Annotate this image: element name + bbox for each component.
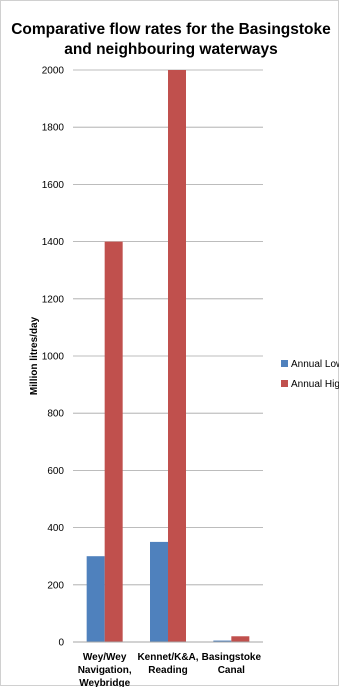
bar-annual-low — [213, 640, 232, 642]
chart-title-line: and neighbouring waterways — [64, 41, 278, 58]
x-category-label: Basingstoke — [202, 652, 262, 663]
y-tick-label: 1800 — [42, 123, 65, 134]
legend-label: Annual High — [291, 379, 339, 390]
x-category-label: Navigation, — [78, 665, 132, 676]
y-tick-label: 800 — [47, 409, 64, 420]
y-tick-label: 400 — [47, 523, 64, 534]
legend-swatch — [281, 360, 288, 367]
bar-annual-low — [86, 556, 105, 642]
x-category-label: Canal — [218, 665, 245, 676]
x-category-label: Weybridge — [79, 678, 130, 687]
y-tick-label: 1000 — [42, 352, 65, 363]
bar-annual-high — [104, 241, 123, 642]
y-axis-ticks: 0 200 400 600 800 1000 1200 1400 1600 1800 2000 — [42, 66, 65, 649]
y-tick-label: 600 — [47, 466, 64, 477]
x-category-label: Kennet/K&A, — [137, 652, 198, 663]
legend-swatch — [281, 380, 288, 387]
chart-title: Comparative flow rates for the Basingsto… — [11, 21, 331, 58]
y-tick-label: 0 — [58, 638, 64, 649]
y-tick-label: 1600 — [42, 180, 65, 191]
bar-annual-high — [231, 636, 250, 642]
y-tick-label: 1400 — [42, 237, 65, 248]
x-category-label: Wey/Wey — [83, 652, 127, 663]
y-tick-label: 200 — [47, 580, 64, 591]
y-axis-label: Million litres/day — [29, 316, 40, 395]
x-category-label: Reading — [148, 665, 187, 676]
bar-annual-low — [150, 541, 168, 642]
legend-label: Annual Low — [291, 359, 339, 370]
y-tick-label: 2000 — [42, 66, 65, 77]
bar-annual-high — [168, 70, 186, 642]
x-axis-category-labels: Wey/Wey Navigation, Weybridge Kennet/K&A, Re… — [78, 652, 262, 687]
chart-title-line: Comparative flow rates for the Basingsto… — [11, 21, 331, 38]
legend: Annual Low Annual High — [281, 359, 339, 390]
y-tick-label: 1200 — [42, 294, 65, 305]
bars — [86, 70, 250, 642]
